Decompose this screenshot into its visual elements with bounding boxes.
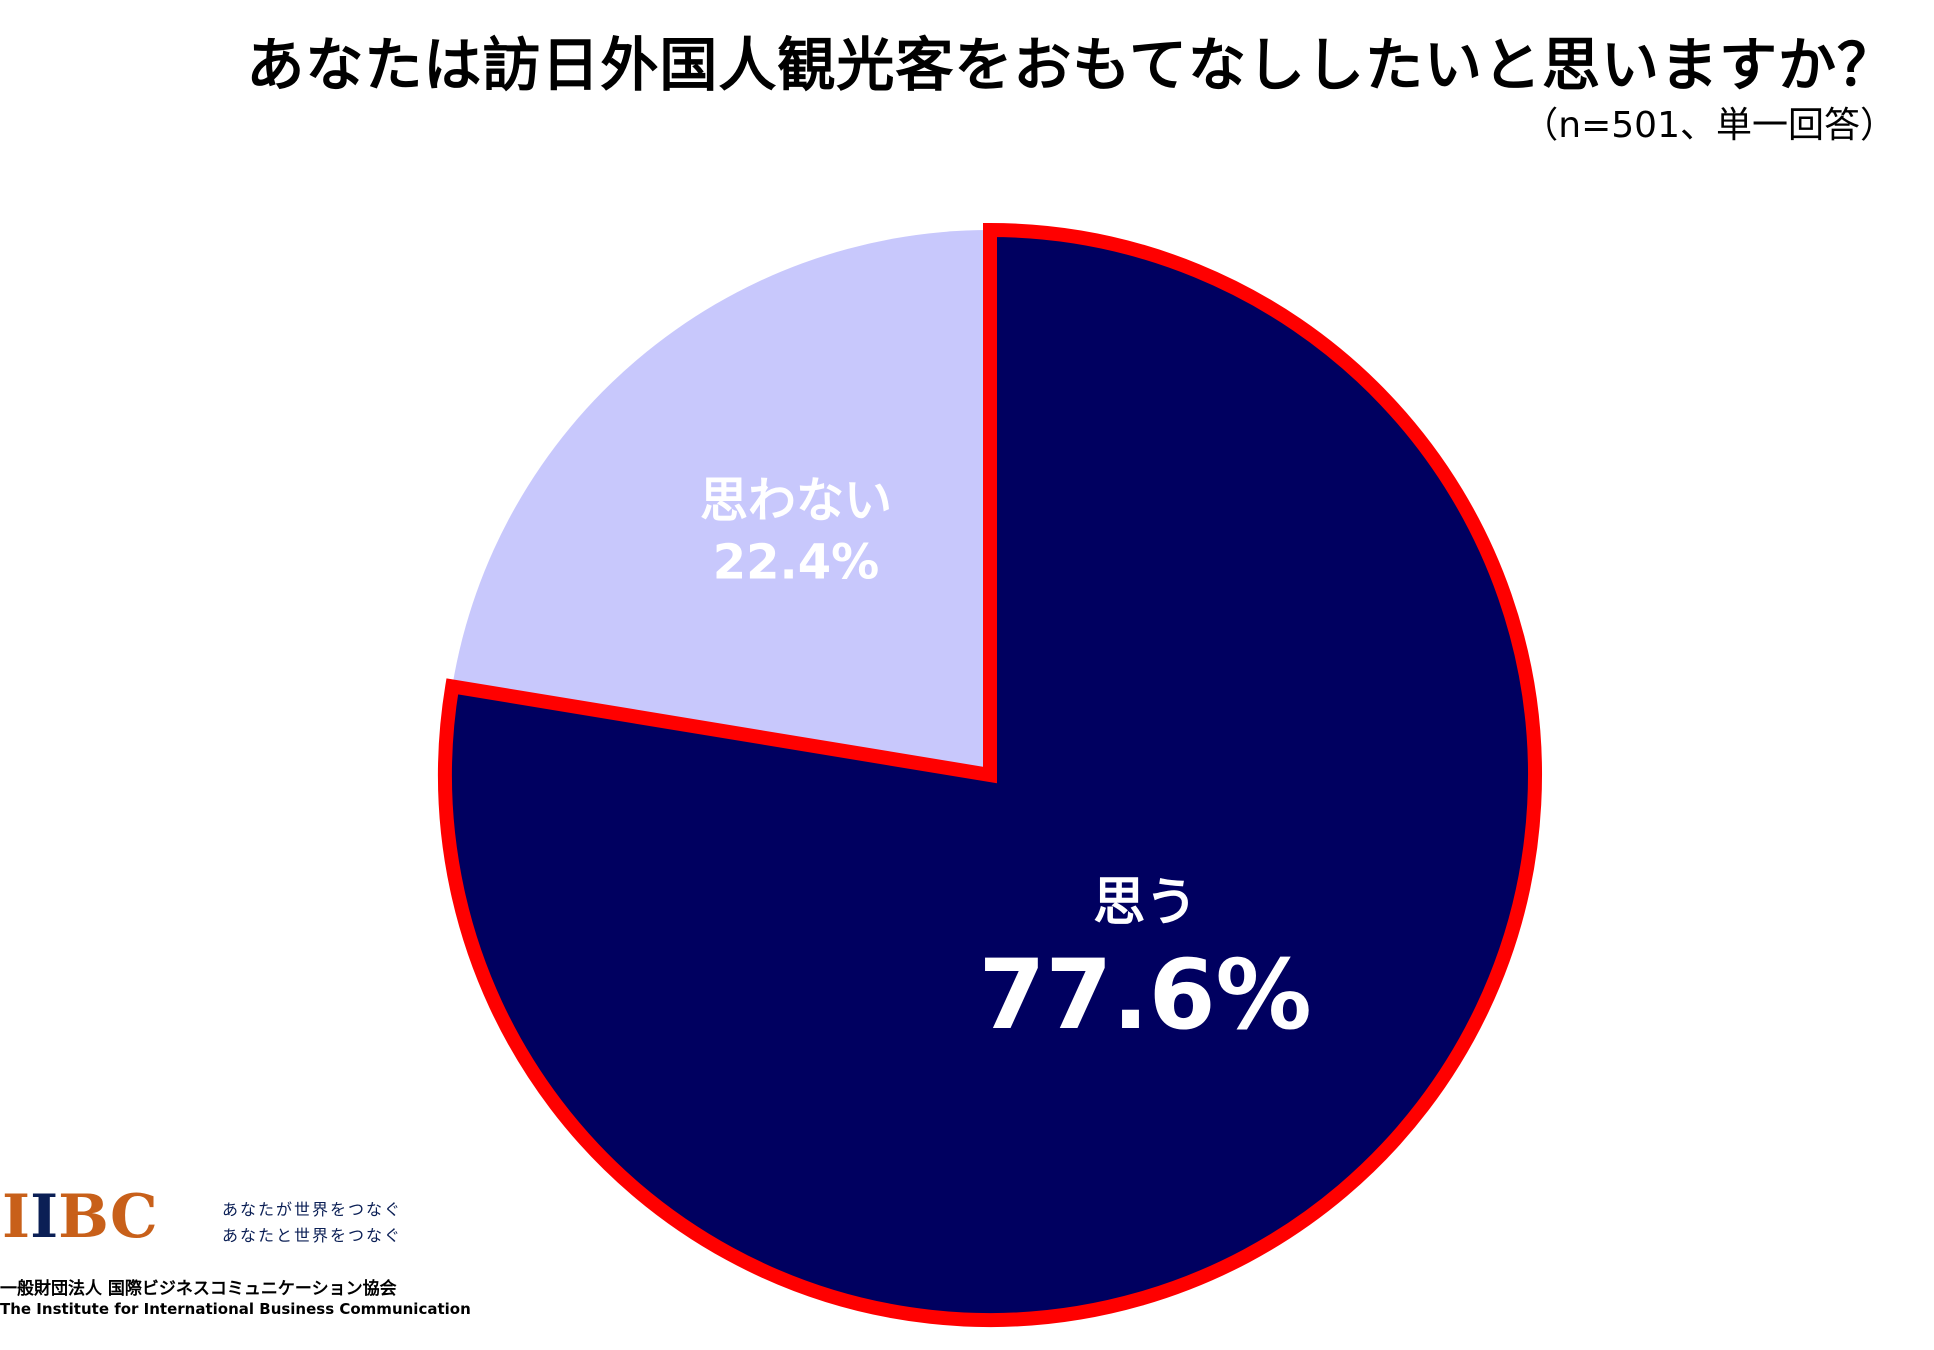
logo-tagline-1: あなたが世界をつなぐ <box>222 1200 403 1219</box>
slice-no <box>452 230 990 775</box>
logo-org-name-en: The Institute for International Business… <box>0 1300 471 1318</box>
slice-yes-value-label: 77.6% <box>979 939 1312 1051</box>
logo-tagline-2: あなたと世界をつなぐ <box>222 1226 403 1245</box>
logo-letter-3: B <box>58 1182 110 1252</box>
pie-slices <box>438 222 1542 1327</box>
logo-mark: IIBC <box>2 1182 158 1252</box>
slice-yes-category-label: 思う <box>1093 873 1197 933</box>
logo-letter-4: C <box>109 1182 158 1252</box>
logo-org-name-ja: 一般財団法人 国際ビジネスコミュニケーション協会 <box>0 1279 397 1299</box>
chart-title: あなたは訪日外国人観光客をおもてなししたいと思いますか？ <box>246 31 1896 99</box>
slice-no-value-label: 22.4% <box>713 535 880 591</box>
iibc-logo: IIBC あなたが世界をつなぐ あなたと世界をつなぐ 一般財団法人 国際ビジネス… <box>0 1182 471 1342</box>
chart-subtitle: （n=501、単一回答） <box>1522 105 1896 146</box>
logo-letter-2: I <box>30 1182 59 1252</box>
slice-no-category-label: 思わない <box>700 473 892 529</box>
slice-yes <box>438 222 1542 1327</box>
logo-letter-1: I <box>2 1182 31 1252</box>
